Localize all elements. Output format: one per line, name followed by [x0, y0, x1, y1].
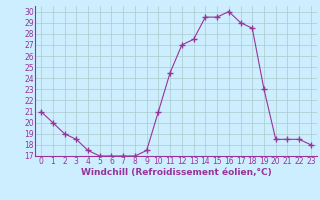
- X-axis label: Windchill (Refroidissement éolien,°C): Windchill (Refroidissement éolien,°C): [81, 168, 271, 177]
